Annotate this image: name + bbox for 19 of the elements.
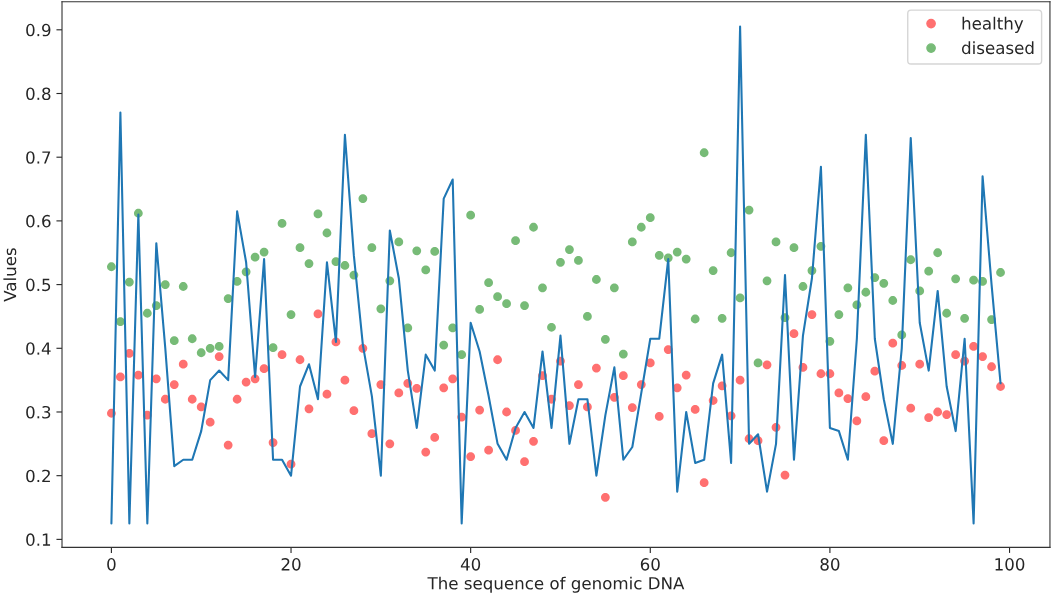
x-tick-label: 0 [107, 558, 116, 571]
legend-label: diseased [961, 41, 1034, 55]
x-tick-label: 80 [820, 558, 840, 571]
y-tick-label: 0.9 [26, 23, 51, 37]
y-tick-label: 0.5 [26, 278, 51, 292]
y-tick-label: 0.6 [26, 214, 51, 228]
x-tick-label: 40 [460, 558, 481, 571]
y-tick-label: 0.7 [26, 151, 51, 164]
y-tick-label: 0.8 [26, 87, 51, 101]
y-tick-label: 0.2 [26, 469, 50, 483]
x-tick-label: 20 [281, 558, 301, 571]
y-tick-label: 0.4 [26, 342, 51, 355]
x-tick-label: 60 [640, 558, 660, 571]
x-tick-label: 100 [995, 558, 1025, 571]
y-tick-label: 0.1 [26, 533, 51, 546]
y-tick-label: 0.3 [26, 405, 51, 419]
x-axis-title: The sequence of genomic DNA [427, 576, 685, 593]
y-axis-title: Values [3, 248, 17, 302]
legend-label: healthy [962, 16, 1024, 33]
